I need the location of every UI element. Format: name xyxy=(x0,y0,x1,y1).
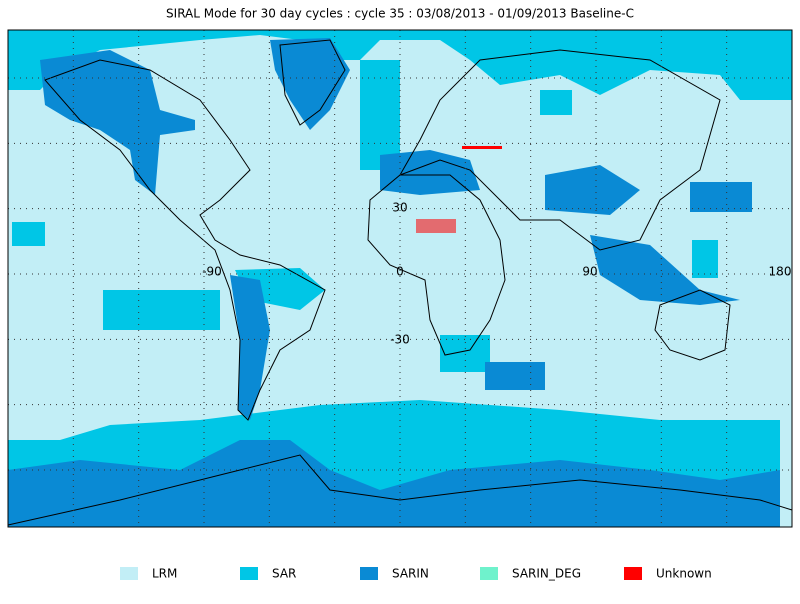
legend-label: Unknown xyxy=(656,567,712,581)
grid-label: -90 xyxy=(202,265,222,279)
legend-label: SARIN_DEG xyxy=(512,567,581,581)
sar-region xyxy=(12,222,45,246)
sarin-region xyxy=(230,275,270,420)
legend: LRM SAR SARIN SARIN_DEG Unknown xyxy=(120,567,712,581)
unknown-region xyxy=(462,146,502,149)
coastline xyxy=(654,289,731,361)
legend-swatch xyxy=(240,567,258,580)
grid-label: 180 xyxy=(769,265,792,279)
sarin-region xyxy=(590,235,740,305)
grid-label: 0 xyxy=(396,265,404,279)
coastline xyxy=(279,39,346,126)
coastline xyxy=(7,454,793,526)
sarin-region xyxy=(380,150,480,195)
sar-region xyxy=(440,335,490,372)
sarin-region xyxy=(545,165,640,215)
sarin-region xyxy=(690,182,752,212)
legend-label: LRM xyxy=(152,567,177,581)
legend-swatch xyxy=(624,567,642,580)
unknown-region xyxy=(416,219,456,233)
map: 30 -90 0 90 180 -30 xyxy=(7,29,793,528)
sar-region xyxy=(360,60,400,170)
grid-label: -30 xyxy=(390,333,410,347)
grid-label: 90 xyxy=(582,265,597,279)
coastline xyxy=(44,59,326,421)
legend-label: SARIN xyxy=(392,567,429,581)
coastline xyxy=(398,49,721,251)
legend-swatch xyxy=(360,567,378,580)
graticule xyxy=(8,30,792,527)
grid-label: 30 xyxy=(392,201,407,215)
sarin-region xyxy=(240,440,290,527)
map-frame xyxy=(7,29,793,528)
map-title: SIRAL Mode for 30 day cycles : cycle 35 … xyxy=(166,7,634,21)
legend-swatch xyxy=(120,567,138,580)
sar-region xyxy=(103,290,220,330)
legend-swatch xyxy=(480,567,498,580)
legend-label: SAR xyxy=(272,567,296,581)
coastline xyxy=(367,174,506,356)
sarin-region xyxy=(8,440,780,527)
sarin-region xyxy=(270,38,350,130)
sarin-region xyxy=(40,50,195,195)
sar-region xyxy=(692,240,718,278)
sarin-region xyxy=(485,362,545,390)
sar-region xyxy=(540,90,572,115)
sar-region xyxy=(8,30,792,100)
